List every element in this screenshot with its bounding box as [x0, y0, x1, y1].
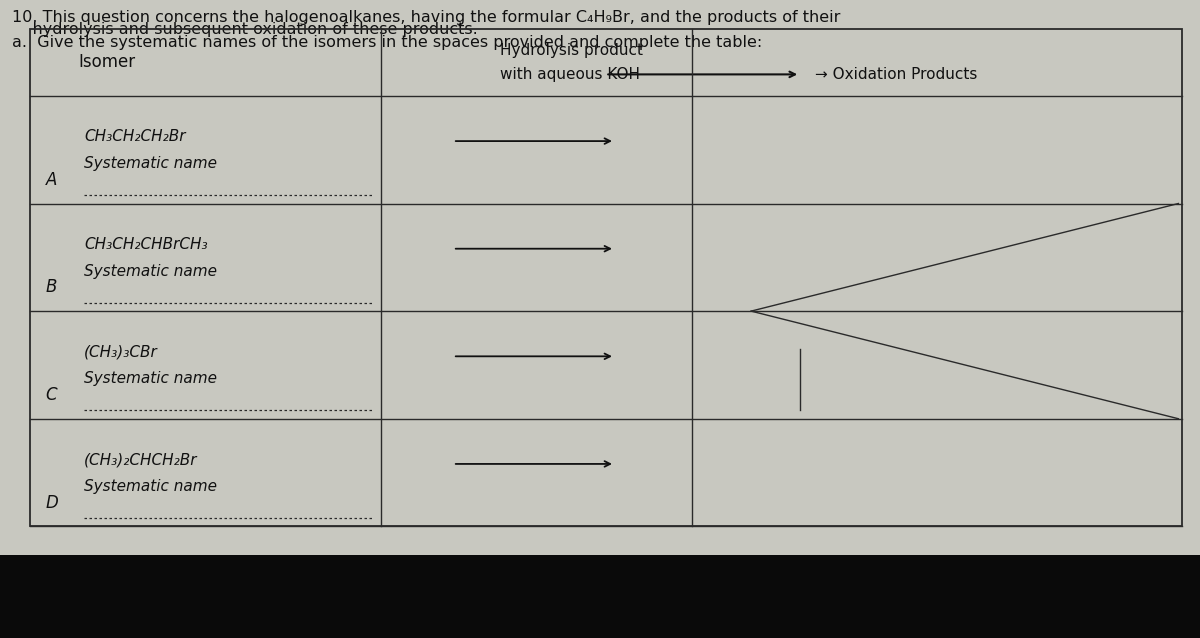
Text: CH₃CH₂CH₂Br: CH₃CH₂CH₂Br [84, 130, 186, 144]
Text: Hydrolysis product: Hydrolysis product [499, 43, 642, 57]
Text: hydrolysis and subsequent oxidation of these products.: hydrolysis and subsequent oxidation of t… [12, 22, 478, 38]
Text: C: C [46, 386, 58, 404]
Text: D: D [46, 494, 59, 512]
Text: Systematic name: Systematic name [84, 263, 217, 279]
Text: with aqueous KOH: with aqueous KOH [499, 67, 640, 82]
Text: (CH₃)₃CBr: (CH₃)₃CBr [84, 345, 157, 360]
Text: Isomer: Isomer [78, 54, 136, 71]
Text: Systematic name: Systematic name [84, 371, 217, 387]
Bar [30, 29, 1182, 526]
Text: (CH₃)₂CHCH₂Br: (CH₃)₂CHCH₂Br [84, 452, 198, 467]
Text: CH₃CH₂CHBrCH₃: CH₃CH₂CHBrCH₃ [84, 237, 208, 252]
Text: A: A [46, 171, 56, 189]
Text: 10. This question concerns the halogenoalkanes, having the formular C₄H₉Br, and : 10. This question concerns the halogenoa… [12, 10, 840, 25]
Text: → Oxidation Products: → Oxidation Products [815, 67, 977, 82]
Text: a.  Give the systematic names of the isomers in the spaces provided and complete: a. Give the systematic names of the isom… [12, 35, 762, 50]
Text: Systematic name: Systematic name [84, 479, 217, 494]
Bar [0, 555, 1200, 638]
Text: Systematic name: Systematic name [84, 156, 217, 171]
Text: B: B [46, 278, 56, 297]
